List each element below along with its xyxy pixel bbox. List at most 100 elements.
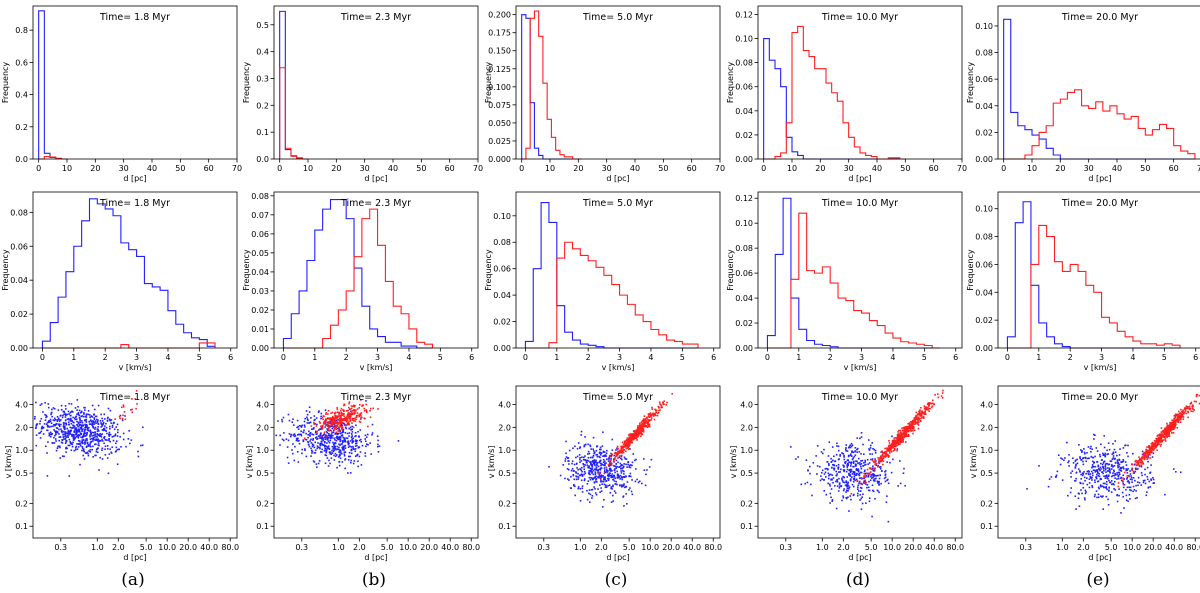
- scatter-point: [348, 422, 350, 425]
- x-tick-label: 80.0: [946, 543, 964, 552]
- scatter-point: [877, 474, 879, 477]
- scatter-point: [1129, 486, 1132, 489]
- scatter-point: [887, 456, 890, 458]
- scatter-point: [631, 438, 633, 440]
- scatter-point: [572, 474, 575, 477]
- scatter-point: [104, 448, 106, 451]
- scatter-point: [319, 437, 321, 439]
- scatter-point: [75, 415, 78, 418]
- scatter-point: [350, 428, 352, 431]
- scatter-point: [639, 431, 642, 433]
- scatter-point: [314, 430, 317, 433]
- scatter-point: [1060, 457, 1062, 459]
- scatter-point: [1108, 467, 1111, 470]
- scatter-point: [588, 492, 590, 495]
- scatter-point: [292, 418, 294, 420]
- x-tick-label: 10.0: [883, 543, 901, 552]
- scatter-point: [327, 437, 329, 439]
- scatter-point: [584, 472, 587, 475]
- scatter-point: [590, 448, 593, 450]
- scatter-point: [1084, 489, 1087, 492]
- scatter-point: [76, 420, 78, 423]
- scatter-point: [339, 437, 342, 439]
- scatter-point: [871, 458, 874, 460]
- scatter-point: [122, 438, 125, 441]
- scatter-point: [920, 417, 922, 420]
- histogram-red-series: [1007, 224, 1181, 349]
- scatter-point: [355, 416, 358, 418]
- scatter-point: [1163, 433, 1166, 436]
- scatter-point: [68, 417, 70, 420]
- scatter-point: [1160, 443, 1162, 446]
- scatter-point: [1114, 462, 1117, 464]
- scatter-point: [846, 450, 849, 452]
- scatter-point: [1140, 464, 1143, 466]
- x-tick-label: 4: [1130, 353, 1135, 362]
- scatter-point: [66, 427, 68, 430]
- scatter-point: [359, 413, 362, 415]
- scatter-point: [1102, 472, 1104, 475]
- scatter-point: [611, 476, 614, 479]
- scatter-point: [335, 426, 338, 429]
- scatter-point: [131, 398, 133, 400]
- scatter-point: [1109, 481, 1112, 484]
- scatter-point: [650, 415, 652, 417]
- scatter-point: [346, 418, 349, 420]
- scatter-point: [836, 481, 839, 483]
- scatter-point: [614, 483, 616, 485]
- histogram-blue-series: [38, 10, 67, 160]
- scatter-point: [114, 433, 117, 436]
- scatter-point: [351, 419, 354, 421]
- y-tick-label: 0.08: [10, 208, 28, 217]
- scatter-point: [359, 451, 362, 453]
- scatter-point: [1157, 439, 1159, 442]
- scatter-point: [344, 440, 347, 443]
- scatter-point: [590, 462, 592, 465]
- scatter-point: [346, 415, 348, 418]
- scatter-point: [61, 455, 64, 457]
- scatter-point: [926, 408, 928, 411]
- scatter-point: [1123, 471, 1126, 474]
- scatter-point: [349, 472, 352, 474]
- scatter-point: [1100, 443, 1102, 446]
- scatter-point: [333, 423, 335, 426]
- scatter-point: [52, 425, 54, 428]
- scatter-point: [1094, 469, 1096, 472]
- scatter-point: [103, 435, 106, 438]
- scatter-point: [92, 421, 94, 424]
- scatter-point: [281, 418, 283, 421]
- scatter-point: [873, 461, 875, 463]
- scatter-point: [1160, 438, 1163, 441]
- scatter-point: [597, 472, 599, 475]
- scatter-point: [1083, 471, 1085, 473]
- scatter-point: [870, 474, 872, 476]
- scatter-point: [595, 493, 598, 496]
- scatter-point: [1149, 471, 1152, 474]
- scatter-point: [76, 413, 78, 416]
- scatter-point: [334, 433, 337, 435]
- scatter-point: [86, 451, 89, 454]
- scatter-point: [899, 437, 901, 440]
- scatter-point: [863, 453, 865, 456]
- scatter-point: [828, 474, 830, 477]
- scatter-point: [846, 483, 848, 486]
- scatter-point: [301, 452, 303, 455]
- scatter-point: [1122, 486, 1125, 489]
- scatter-point: [90, 433, 92, 436]
- scatter-point: [901, 439, 904, 441]
- scatter-point: [648, 466, 651, 468]
- scatter-point: [115, 440, 118, 442]
- scatter-point: [338, 414, 340, 417]
- panel-title: Time= 1.8 Myr: [99, 12, 170, 23]
- scatter-point: [1149, 457, 1152, 459]
- scatter-point: [620, 484, 623, 486]
- scatter-point: [625, 463, 627, 466]
- scatter-point: [1125, 499, 1128, 501]
- scatter-point: [1086, 477, 1088, 479]
- y-tick-label: 0.125: [488, 65, 511, 74]
- scatter-point: [1169, 428, 1172, 431]
- y-tick-label: 0.02: [493, 318, 511, 327]
- scatter-point: [1133, 463, 1136, 466]
- scatter-point: [114, 451, 117, 453]
